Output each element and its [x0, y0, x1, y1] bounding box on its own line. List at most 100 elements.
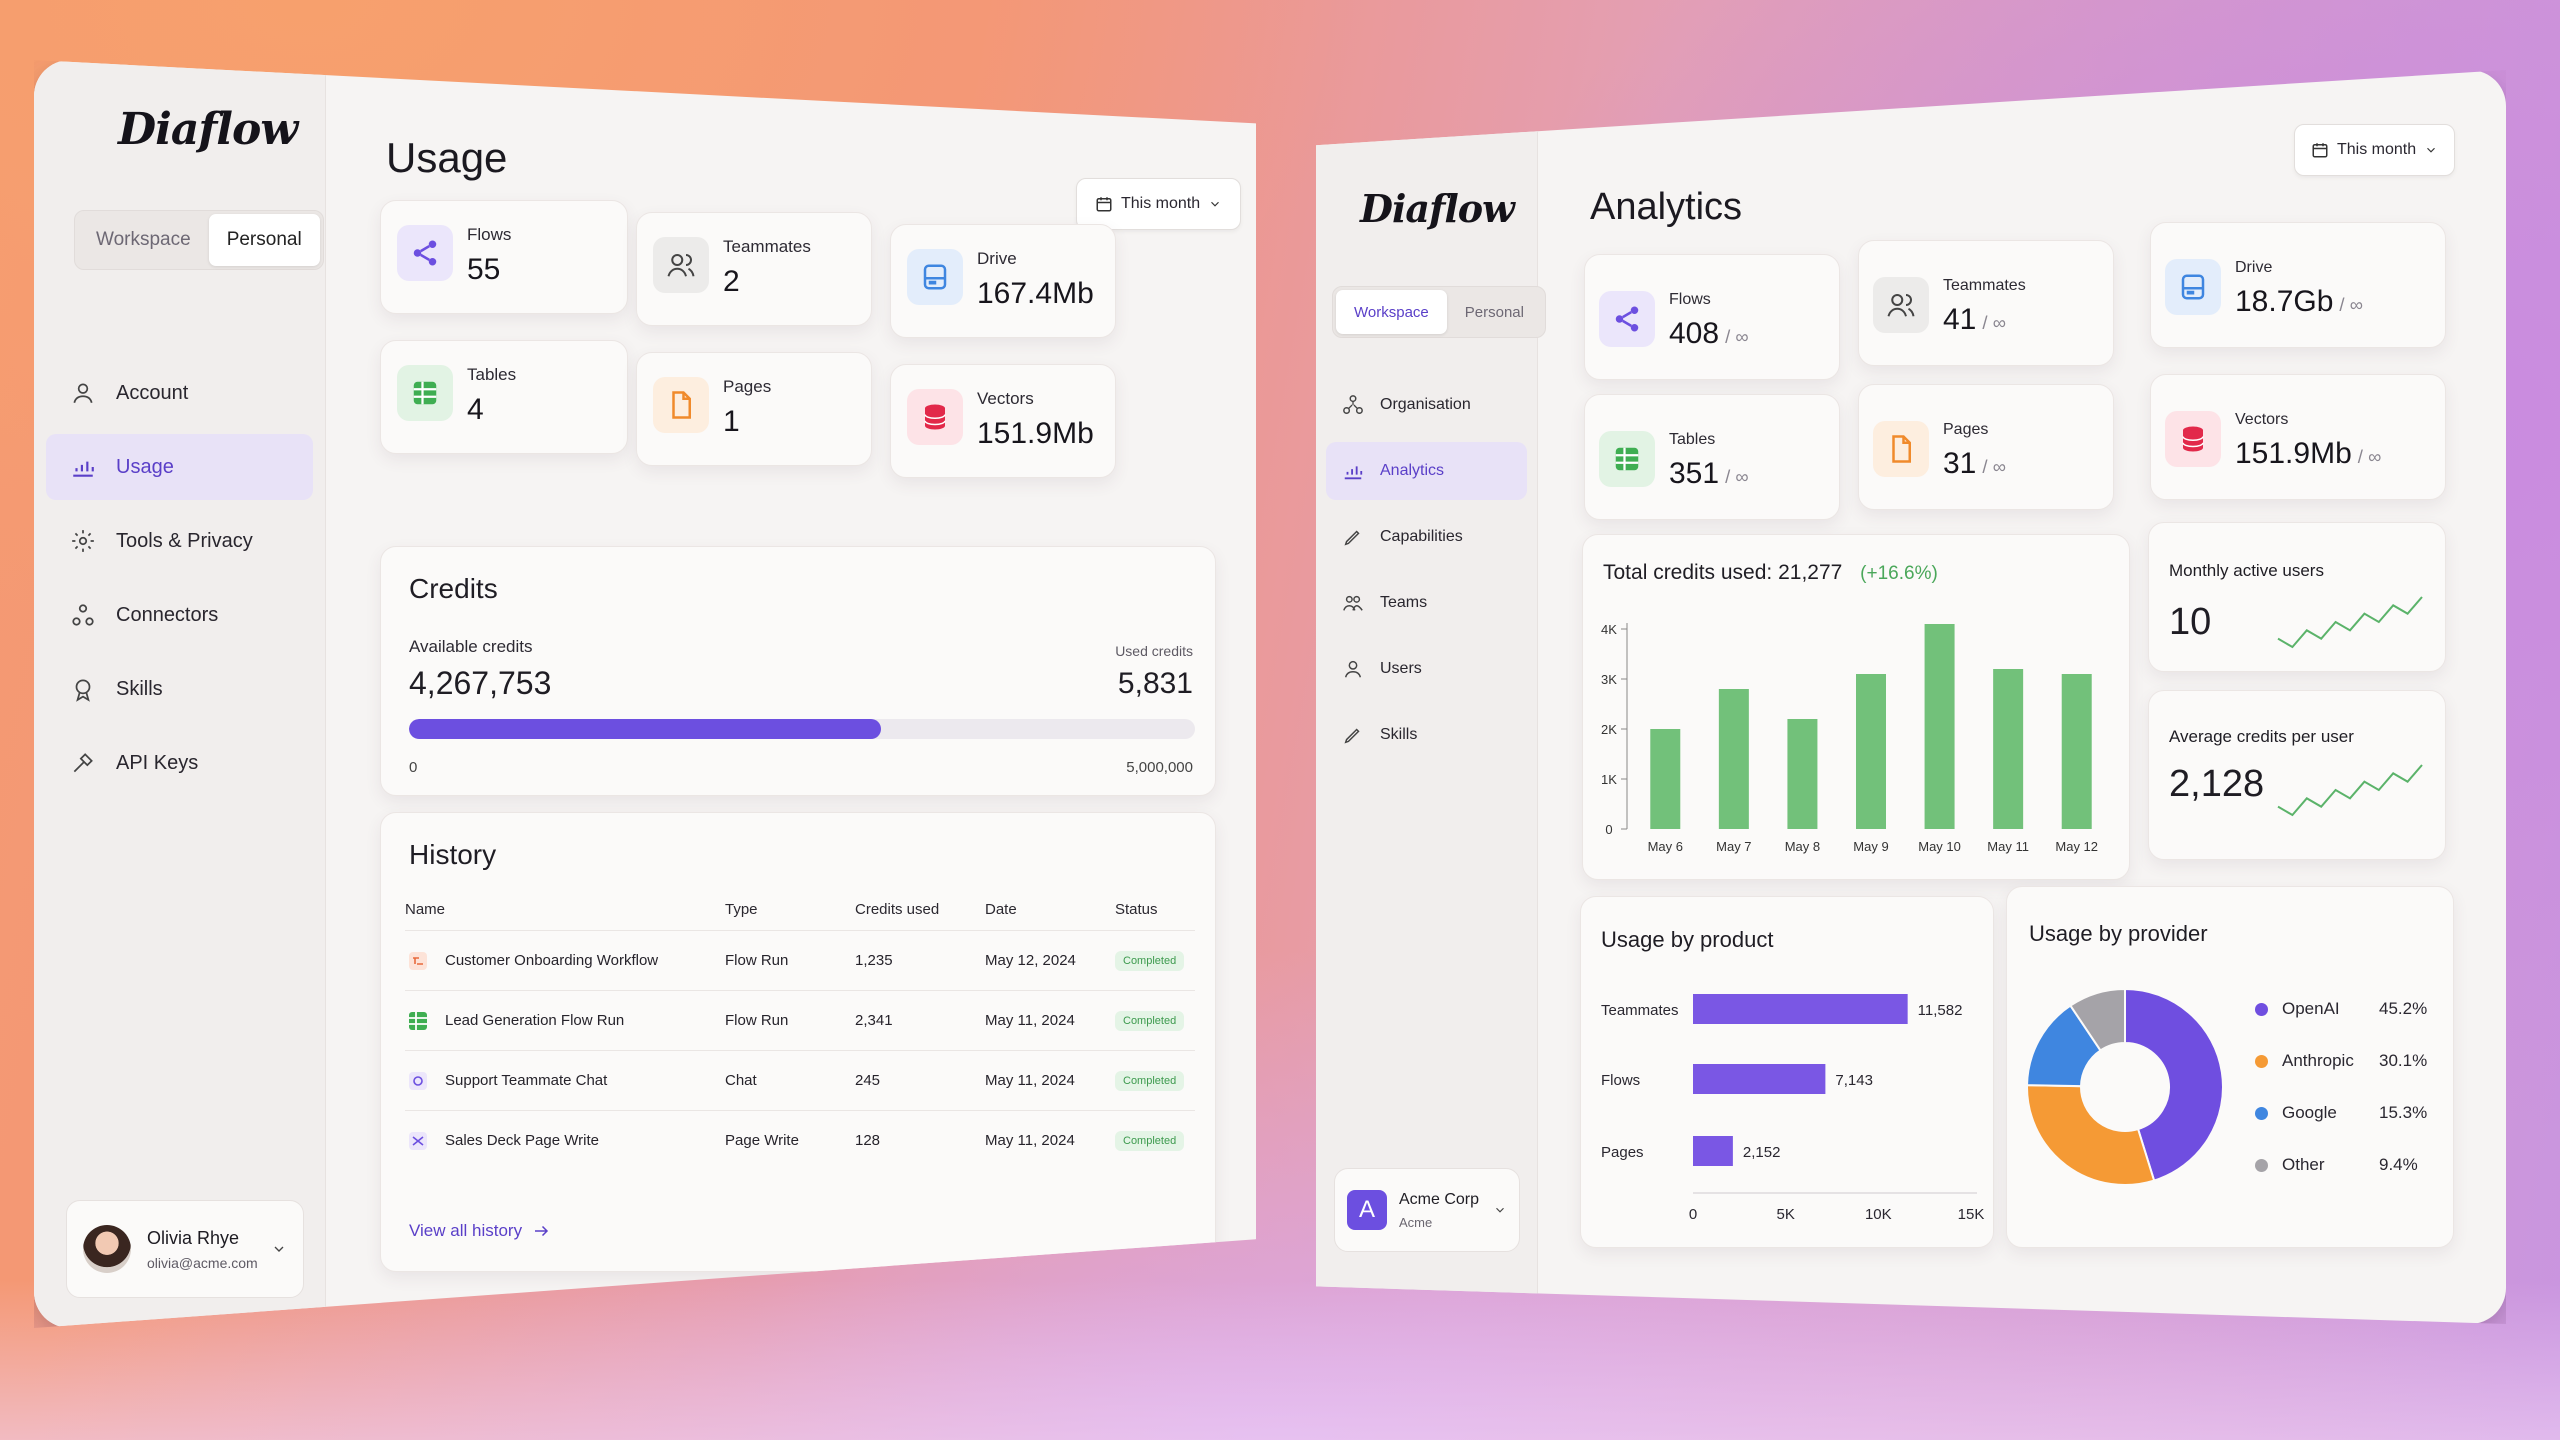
legend-label: OpenAI [2282, 999, 2340, 1018]
page-icon [672, 391, 691, 419]
sidebar: Diaflow Workspace Personal Organisation A… [1316, 70, 1546, 1324]
pie-slice[interactable] [2069, 987, 2126, 1052]
bar[interactable] [2061, 674, 2092, 829]
stat-card-drive[interactable]: Drive 167.4Mb [890, 224, 1116, 338]
row-name: Customer Onboarding Workflow [445, 951, 659, 969]
stat-card-teammates[interactable]: Teammates 41/ ∞ [1858, 240, 2114, 366]
org-switcher[interactable]: A Acme Corp Acme [1334, 1168, 1520, 1252]
nav-label: API Keys [116, 751, 199, 774]
progress-max: 5,000,000 [1126, 759, 1193, 776]
table-row[interactable]: Support Teammate Chat Chat 245 May 11, 2… [405, 1050, 1195, 1111]
stat-icon-wrap [907, 389, 963, 445]
bar[interactable] [1993, 669, 2024, 829]
y-tick-label: 2K [1601, 722, 1617, 737]
stat-card-vectors[interactable]: Vectors 151.9Mb [890, 364, 1116, 478]
stat-icon-wrap [1599, 291, 1655, 347]
users-icon [667, 254, 695, 277]
seg-workspace[interactable]: Workspace [96, 229, 191, 250]
stat-card-pages[interactable]: Pages 1 [636, 352, 872, 466]
date-range-select[interactable]: This month [1076, 178, 1242, 230]
seg-workspace[interactable]: Workspace [1336, 290, 1447, 334]
usage-by-provider-card: Usage by provider OpenAI 45.2% Anthropic 30… [2006, 886, 2454, 1248]
stat-icon-wrap [653, 377, 709, 433]
stat-card-flows[interactable]: Flows 55 [380, 200, 628, 314]
bar[interactable] [1718, 689, 1749, 829]
stat-card-pages[interactable]: Pages 31/ ∞ [1858, 384, 2114, 510]
bar[interactable] [1693, 1136, 1733, 1166]
date-range-select[interactable]: This month [2294, 124, 2456, 176]
stat-icon-wrap [1873, 277, 1929, 333]
nav-api-keys[interactable]: API Keys [46, 730, 313, 796]
seg-personal[interactable]: Personal [1464, 303, 1524, 321]
nav-label: Users [1380, 660, 1422, 677]
legend-dot [2255, 1106, 2268, 1120]
product-title: Usage by product [1601, 927, 1774, 952]
bar[interactable] [1787, 719, 1818, 829]
org-icon [1343, 395, 1363, 414]
usage-window: Diaflow Workspace Personal Account Usage… [34, 60, 1256, 1328]
pie-slice[interactable] [2026, 1084, 2156, 1186]
bar[interactable] [1650, 729, 1681, 829]
usage-by-provider-chart [2025, 987, 2224, 1186]
chevron-down-icon [1211, 201, 1220, 207]
x-tick-label: 5K [1776, 1206, 1794, 1223]
stat-card-tables[interactable]: Tables 4 [380, 340, 628, 454]
cell-name: Lead Generation Flow Run [405, 990, 725, 1051]
stat-icon-wrap [1599, 431, 1655, 487]
nav-skills[interactable]: Skills [46, 656, 313, 722]
col-date: Date [985, 901, 1017, 918]
mau-sparkline [2277, 596, 2423, 649]
stat-value: 31/ ∞ [1943, 447, 2006, 481]
table-row[interactable]: Sales Deck Page Write Page Write 128 May… [405, 1110, 1195, 1171]
x-tick-label: May 7 [1716, 839, 1751, 854]
table-row[interactable]: Customer Onboarding Workflow Flow Run 1,… [405, 930, 1195, 991]
stat-number: 151.9Mb [2235, 437, 2352, 470]
stat-icon-wrap [1873, 421, 1929, 477]
status-badge: Completed [1115, 1130, 1185, 1151]
nav-analytics[interactable]: Analytics [1326, 442, 1527, 500]
legend-label: Other [2282, 1155, 2325, 1174]
value-label: 7,143 [1835, 1072, 1873, 1089]
bar[interactable] [1693, 994, 1908, 1024]
pie-slice[interactable] [2124, 987, 2224, 1182]
sidebar: Diaflow Workspace Personal Account Usage… [34, 60, 326, 1328]
stat-card-drive[interactable]: Drive 18.7Gb / ∞ [2150, 222, 2446, 348]
table-row[interactable]: Lead Generation Flow Run Flow Run 2,341 … [405, 990, 1195, 1051]
stat-card-flows[interactable]: Flows 408/ ∞ [1584, 254, 1840, 380]
page-title: Analytics [1590, 186, 1743, 228]
nav-account[interactable]: Account [46, 360, 313, 426]
stat-card-vectors[interactable]: Vectors 151.9Mb / ∞ [2150, 374, 2446, 500]
category-label: Pages [1601, 1144, 1644, 1161]
nav-teams[interactable]: Teams [1326, 574, 1527, 632]
user-menu[interactable]: Olivia Rhye olivia@acme.com [66, 1200, 304, 1298]
x-tick-label: May 8 [1785, 839, 1820, 854]
stat-label: Drive [977, 249, 1017, 268]
org-avatar: A [1347, 1190, 1387, 1230]
bar[interactable] [1924, 624, 1955, 829]
stat-icon-wrap [397, 225, 453, 281]
nav-organisation[interactable]: Organisation [1326, 376, 1527, 434]
seg-personal[interactable]: Personal [208, 214, 320, 266]
page-icon [1892, 435, 1911, 463]
sidebar-nav: Account Usage Tools & Privacy Connectors… [34, 360, 325, 804]
avg-label: Average credits per user [2169, 727, 2354, 746]
bar[interactable] [1693, 1064, 1826, 1094]
value-label: 11,582 [1918, 1002, 1963, 1019]
nav-users[interactable]: Users [1326, 640, 1527, 698]
credits-chart-card: Total credits used: 21,277 (+16.6%) 0 1K 2… [1582, 534, 2130, 880]
x-tick-label: 0 [1689, 1206, 1697, 1223]
teams-icon [1343, 595, 1363, 611]
legend-value: 9.4% [2379, 1155, 2418, 1174]
view-all-history-link[interactable]: View all history [409, 1221, 550, 1241]
nav-usage[interactable]: Usage [46, 434, 313, 500]
stat-card-teammates[interactable]: Teammates 2 [636, 212, 872, 326]
stat-card-tables[interactable]: Tables 351/ ∞ [1584, 394, 1840, 520]
nav-capabilities[interactable]: Capabilities [1326, 508, 1527, 566]
bar[interactable] [1856, 674, 1886, 829]
users-icon [1887, 294, 1915, 317]
nav-connectors[interactable]: Connectors [46, 582, 313, 648]
nav-tools-privacy[interactable]: Tools & Privacy [46, 508, 313, 574]
stat-limit: / ∞ [1982, 456, 2006, 477]
nav-skills[interactable]: Skills [1326, 706, 1527, 764]
nav-label: Skills [1380, 726, 1418, 743]
